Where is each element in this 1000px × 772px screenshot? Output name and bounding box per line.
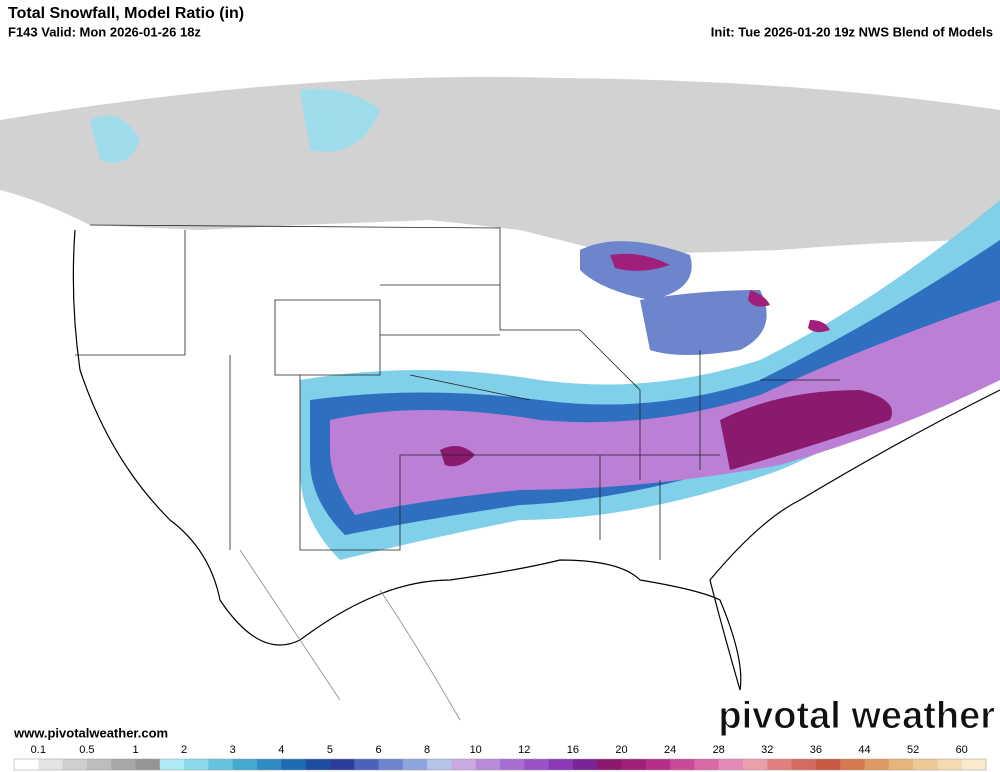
init-time: Init: Tue 2026-01-20 19z NWS Blend of Mo… bbox=[711, 24, 993, 39]
colorbar-swatch bbox=[135, 759, 161, 770]
colorbar-swatch bbox=[475, 759, 501, 770]
colorbar-swatch bbox=[913, 759, 938, 770]
colorbar-swatch bbox=[305, 759, 331, 770]
colorbar-label: 52 bbox=[907, 744, 919, 756]
colorbar-swatch bbox=[500, 759, 525, 770]
colorbar-swatch bbox=[548, 759, 574, 770]
colorbar-swatch bbox=[38, 759, 64, 770]
colorbar-swatch bbox=[524, 759, 550, 770]
valid-time: F143 Valid: Mon 2026-01-26 18z bbox=[8, 24, 201, 39]
colorbar-swatch bbox=[86, 759, 112, 770]
colorbar-swatch bbox=[111, 759, 136, 770]
colorbar-swatch bbox=[184, 759, 209, 770]
colorbar-label: 12 bbox=[518, 744, 530, 756]
colorbar-swatch bbox=[281, 759, 307, 770]
colorbar-swatch bbox=[645, 759, 671, 770]
colorbar-swatch bbox=[354, 759, 379, 770]
colorbar-swatch bbox=[621, 759, 647, 770]
colorbar-swatch bbox=[329, 759, 355, 770]
colorbar-swatch bbox=[451, 759, 477, 770]
colorbar-label: 0.5 bbox=[79, 744, 94, 756]
colorbar-swatch bbox=[257, 759, 282, 770]
colorbar-label: 2 bbox=[181, 744, 187, 756]
map-title: Total Snowfall, Model Ratio (in) bbox=[8, 5, 244, 22]
colorbar-outline bbox=[13, 758, 987, 771]
colorbar-label: 8 bbox=[424, 744, 430, 756]
colorbar-swatch bbox=[791, 759, 817, 770]
map bbox=[0, 42, 1000, 742]
website: www.pivotalweather.com bbox=[13, 725, 168, 740]
colorbar-swatch bbox=[62, 759, 88, 770]
colorbar-swatch bbox=[815, 759, 841, 770]
logo: pivotal weather bbox=[718, 695, 995, 737]
colorbar-swatch bbox=[864, 759, 890, 770]
colorbar-label: 6 bbox=[375, 744, 381, 756]
colorbar-label: 24 bbox=[664, 744, 676, 756]
colorbar-label: 1 bbox=[132, 744, 138, 756]
colorbar-swatch bbox=[888, 759, 914, 770]
colorbar-swatch bbox=[961, 759, 987, 770]
colorbar-swatch bbox=[402, 759, 428, 770]
colorbar-label: 28 bbox=[713, 744, 725, 756]
colorbar-label: 16 bbox=[567, 744, 579, 756]
colorbar-swatch bbox=[597, 759, 622, 770]
colorbar-swatch bbox=[378, 759, 404, 770]
colorbar-swatch bbox=[937, 759, 963, 770]
colorbar-swatch bbox=[14, 759, 39, 770]
colorbar-swatch bbox=[159, 759, 185, 770]
colorbar-label: 36 bbox=[810, 744, 822, 756]
colorbar-label: 0.1 bbox=[31, 744, 46, 756]
colorbar-label: 20 bbox=[615, 744, 627, 756]
colorbar-label: 44 bbox=[858, 744, 870, 756]
colorbar-label: 32 bbox=[761, 744, 773, 756]
colorbar-swatch bbox=[718, 759, 744, 770]
colorbar-label: 5 bbox=[327, 744, 333, 756]
colorbar-swatch bbox=[232, 759, 258, 770]
colorbar-label: 60 bbox=[956, 744, 968, 756]
colorbar-swatch bbox=[767, 759, 793, 770]
colorbar-label: 10 bbox=[470, 744, 482, 756]
colorbar-swatch bbox=[670, 759, 695, 770]
colorbar-label: 3 bbox=[230, 744, 236, 756]
colorbar-swatch bbox=[840, 759, 865, 770]
colorbar-swatch bbox=[572, 759, 598, 770]
colorbar-swatch bbox=[427, 759, 452, 770]
colorbar-swatch bbox=[208, 759, 234, 770]
colorbar-label: 4 bbox=[278, 744, 284, 756]
colorbar-swatch bbox=[694, 759, 720, 770]
colorbar-swatch bbox=[743, 759, 768, 770]
